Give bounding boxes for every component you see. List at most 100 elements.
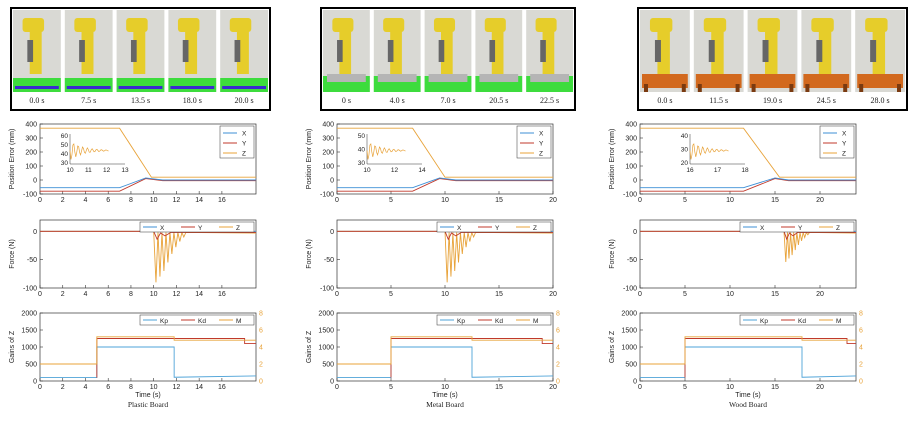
series-z-line bbox=[640, 230, 857, 262]
photo-frame: 19.0 s bbox=[747, 10, 798, 105]
tick-label: 5 bbox=[389, 384, 393, 391]
inset-tick-label: 30 bbox=[358, 160, 366, 167]
tick-label: 5 bbox=[389, 197, 393, 204]
series-m-line bbox=[40, 336, 256, 365]
inset-z-line bbox=[689, 143, 729, 160]
robot-arm-icon bbox=[236, 22, 249, 74]
robot-shoulder-icon bbox=[811, 18, 834, 32]
photo-frame: 20.0 s bbox=[220, 10, 268, 105]
table-leg-icon bbox=[843, 84, 848, 92]
right-tick-label: 8 bbox=[859, 311, 863, 318]
plot-frame bbox=[39, 123, 257, 195]
robot-shoulder-icon bbox=[22, 18, 45, 32]
tick-label: 0 bbox=[633, 229, 637, 236]
robot-arm-icon bbox=[29, 22, 42, 74]
right-tick-label: 2 bbox=[259, 362, 263, 369]
series-x-line bbox=[337, 177, 553, 189]
legend-label: M bbox=[836, 318, 841, 325]
plastic-board-icon bbox=[222, 86, 266, 89]
tick-label: 10 bbox=[726, 197, 734, 204]
legend: X Y Z bbox=[739, 221, 855, 233]
axis-label: Position Error (mm) bbox=[609, 129, 616, 190]
tick-label: 20 bbox=[816, 197, 824, 204]
robot-gripper-icon bbox=[816, 40, 823, 62]
tick-label: 12 bbox=[173, 291, 181, 298]
tick-label: 1500 bbox=[318, 328, 334, 335]
axis-label: Force (N) bbox=[609, 239, 616, 269]
inset-tick-label: 40 bbox=[358, 147, 366, 154]
tick-label: -100 bbox=[320, 192, 334, 199]
series-kp-line bbox=[40, 346, 257, 379]
inset-tick-label: 50 bbox=[61, 142, 69, 149]
legend-label: Z bbox=[533, 225, 537, 232]
photo-frame: 20.5 s bbox=[475, 10, 523, 105]
series-y-line bbox=[40, 178, 256, 192]
tick-label: -50 bbox=[27, 257, 37, 264]
inset-tick-label: 10 bbox=[66, 167, 74, 174]
tick-label: 4 bbox=[84, 291, 88, 298]
tick-label: 16 bbox=[218, 384, 226, 391]
right-tick-label: 2 bbox=[556, 362, 560, 369]
inset-tick-label: 30 bbox=[681, 147, 689, 154]
robot-arm-icon bbox=[185, 22, 198, 74]
right-tick-label: 8 bbox=[259, 311, 263, 318]
tick-label: 0 bbox=[633, 379, 637, 386]
wood-board-icon bbox=[803, 74, 850, 88]
plastic-board-icon bbox=[118, 86, 163, 89]
tick-label: 100 bbox=[322, 164, 334, 171]
metal-board-icon bbox=[428, 74, 468, 82]
inset-tick-label: 14 bbox=[418, 167, 426, 174]
photo-frame: 18.0 s bbox=[168, 10, 217, 105]
robot-shoulder-icon bbox=[433, 18, 456, 32]
inset-tick-label: 17 bbox=[714, 167, 722, 174]
robot-arm-icon bbox=[491, 22, 504, 74]
tick-label: 2000 bbox=[21, 311, 37, 318]
robot-shoulder-icon bbox=[177, 18, 200, 32]
axis-label: Position Error (mm) bbox=[9, 129, 16, 190]
right-tick-label: 0 bbox=[859, 379, 863, 386]
tick-label: 1500 bbox=[21, 328, 37, 335]
tick-label: 20 bbox=[549, 384, 557, 391]
tick-label: 20 bbox=[816, 291, 824, 298]
right-tick-label: 0 bbox=[556, 379, 560, 386]
photo-frame: 28.0 s bbox=[855, 10, 905, 105]
frame-time-label: 24.5 s bbox=[817, 96, 836, 105]
metal-board-icon bbox=[479, 74, 519, 82]
frame-time-label: 28.0 s bbox=[871, 96, 890, 105]
photo-frame: 22.5 s bbox=[526, 10, 573, 105]
tick-label: -50 bbox=[627, 257, 637, 264]
legend: Kp Kd M bbox=[139, 314, 255, 326]
table-leg-icon bbox=[697, 84, 702, 92]
robot-arm-icon bbox=[81, 22, 94, 74]
series-y-line bbox=[40, 230, 256, 241]
legend-box bbox=[436, 314, 552, 326]
tick-label: 15 bbox=[495, 197, 503, 204]
tick-label: 0 bbox=[335, 197, 339, 204]
tick-label: 400 bbox=[322, 122, 334, 129]
robot-gripper-icon bbox=[234, 40, 241, 62]
x-axis-label: Time (s) bbox=[735, 392, 760, 399]
tick-label: 0 bbox=[33, 178, 37, 185]
tick-label: 12 bbox=[173, 384, 181, 391]
inset-tick-label: 16 bbox=[686, 167, 694, 174]
robot-shoulder-icon bbox=[649, 18, 673, 32]
tick-label: 8 bbox=[129, 291, 133, 298]
robot-arm-icon bbox=[440, 22, 453, 74]
green-mat-icon bbox=[220, 78, 268, 92]
series-m-line bbox=[640, 336, 856, 365]
plastic-board-icon bbox=[66, 86, 111, 89]
metal-board-icon bbox=[377, 74, 417, 82]
frame-time-label: 13.5 s bbox=[131, 96, 150, 105]
legend-label: Kd bbox=[198, 318, 206, 325]
tick-label: -50 bbox=[324, 257, 334, 264]
frame-time-label: 11.5 s bbox=[709, 96, 728, 105]
tick-label: 5 bbox=[683, 384, 687, 391]
tick-label: 20 bbox=[816, 384, 824, 391]
x-axis-label: Time (s) bbox=[432, 392, 457, 399]
tick-label: 200 bbox=[25, 150, 37, 157]
frame-time-label: 18.0 s bbox=[183, 96, 202, 105]
series-x-line bbox=[40, 177, 256, 189]
